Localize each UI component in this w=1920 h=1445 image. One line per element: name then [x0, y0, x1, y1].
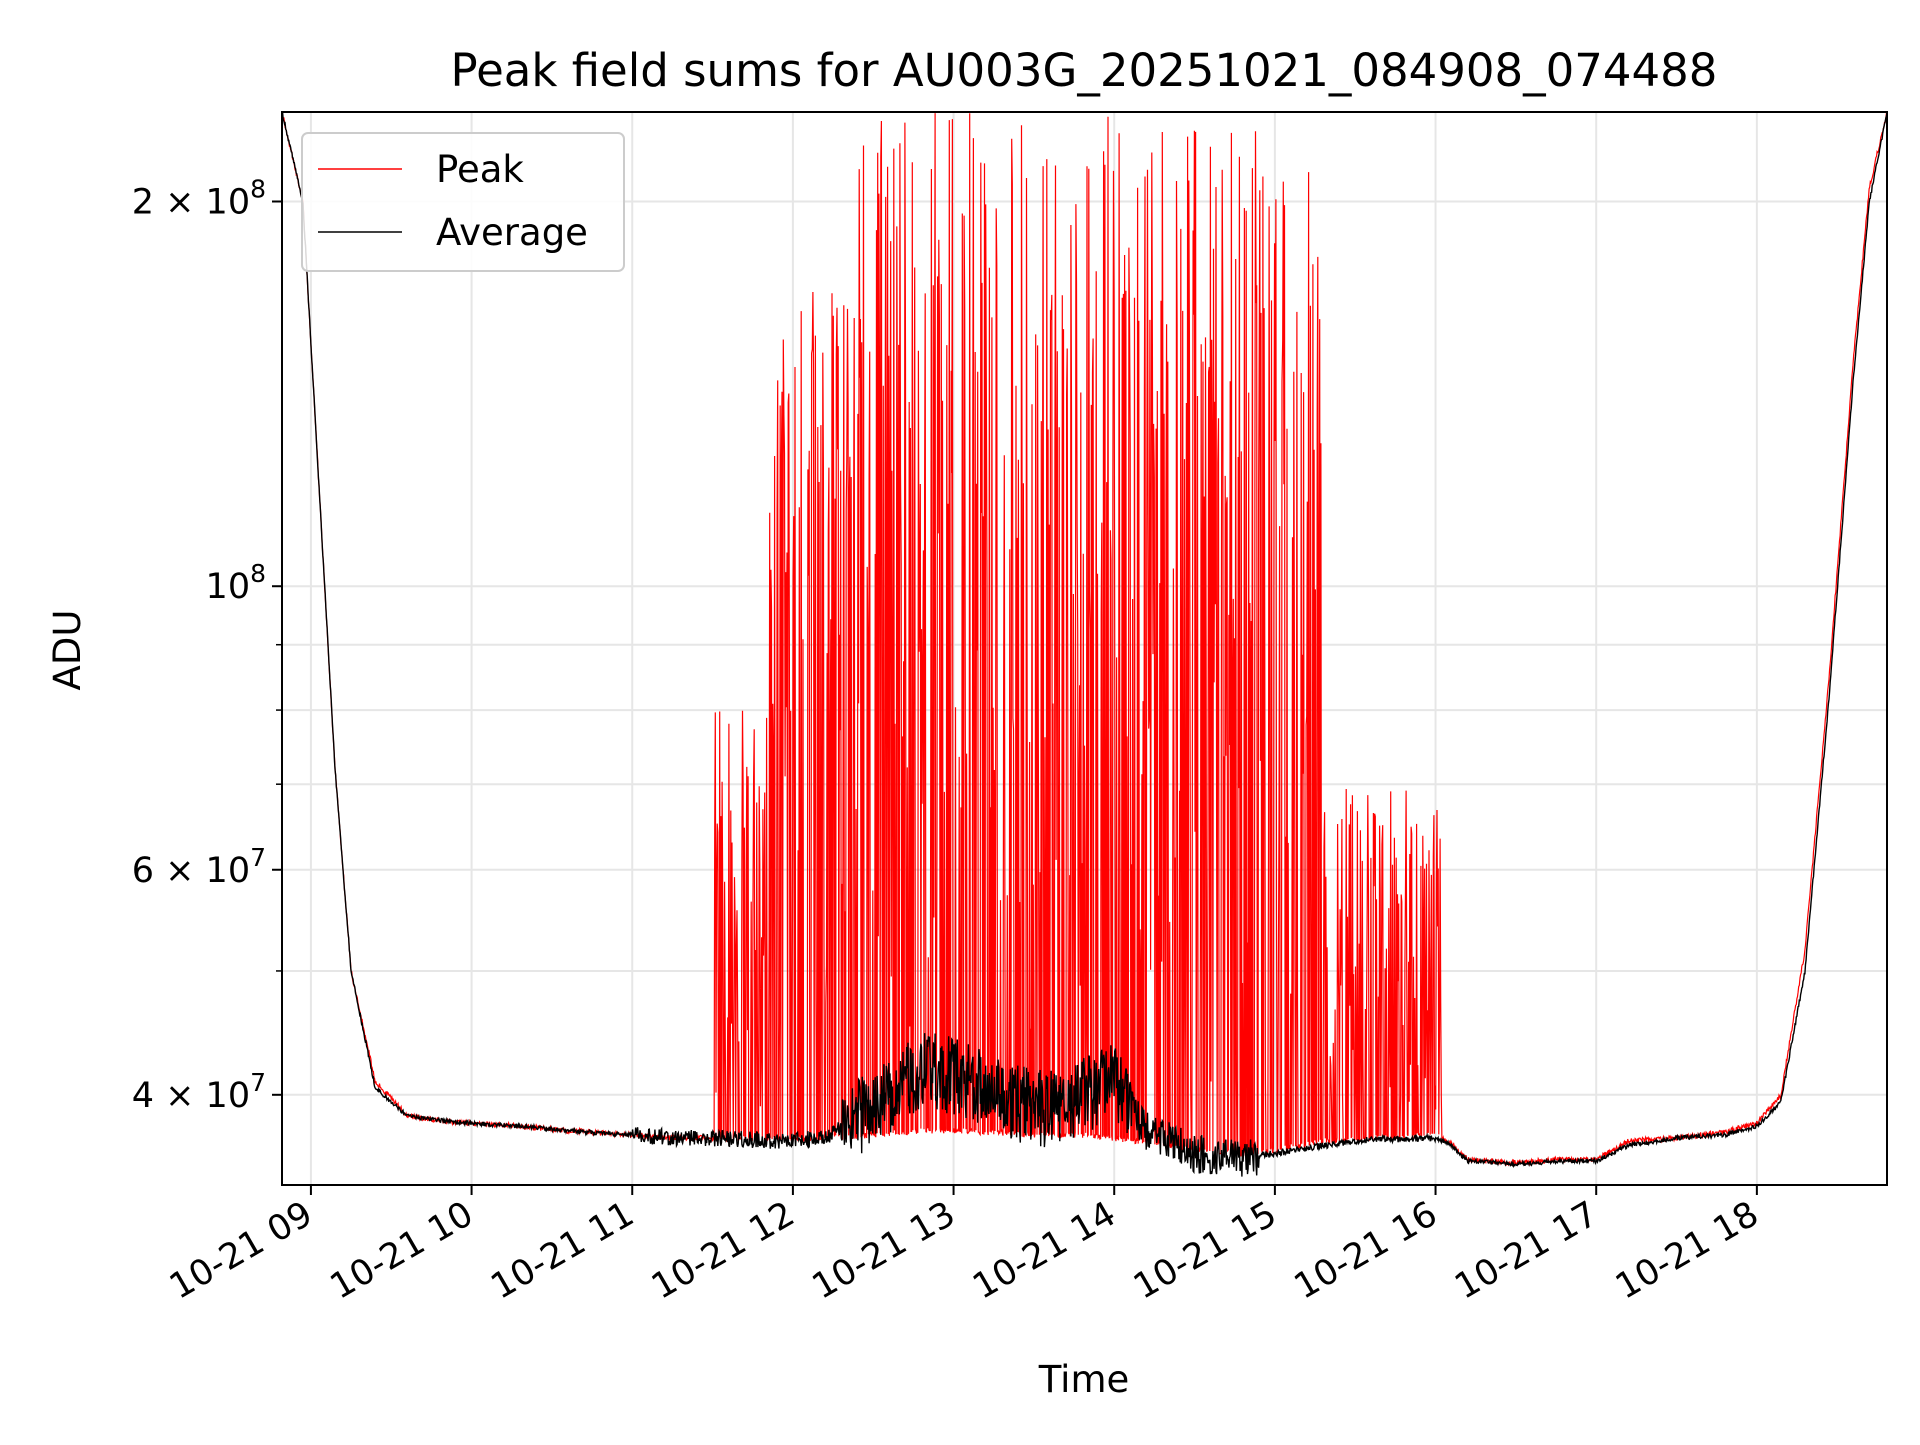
y-tick-base: 6 × 10 — [132, 851, 250, 891]
legend: Peak Average — [301, 132, 625, 272]
y-tick-base: 2 × 10 — [132, 183, 250, 223]
y-tick-base: 4 × 10 — [132, 1076, 250, 1116]
y-tick-exponent: 8 — [250, 175, 266, 204]
series-group — [282, 112, 1887, 1177]
chart-title: Peak field sums for AU003G_20251021_0849… — [451, 44, 1718, 97]
y-tick-base: 10 — [206, 567, 251, 607]
y-tick-label: 4 × 107 — [132, 1068, 266, 1116]
legend-peak-label: Peak — [436, 148, 524, 191]
axes-frame — [281, 111, 1888, 1186]
y-tick-exponent: 7 — [250, 843, 266, 872]
y-tick-label: 2 × 108 — [132, 175, 266, 223]
y-tick-exponent: 7 — [250, 1068, 266, 1097]
y-axis-label: ADU — [46, 610, 89, 691]
legend-average-label: Average — [436, 211, 588, 254]
y-tick-exponent: 8 — [250, 559, 266, 588]
average-series-line — [282, 112, 1887, 1177]
legend-box — [301, 132, 625, 272]
x-axis-label: Time — [1038, 1358, 1130, 1401]
y-tick-label: 6 × 107 — [132, 843, 266, 891]
y-tick-label: 108 — [206, 559, 266, 607]
